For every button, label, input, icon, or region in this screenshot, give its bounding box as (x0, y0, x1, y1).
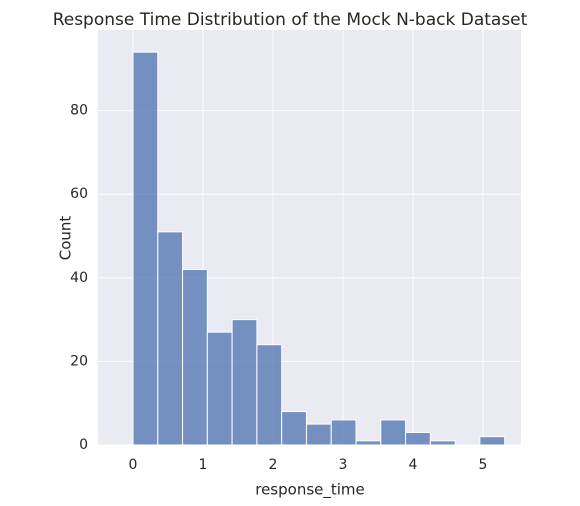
bar (380, 419, 407, 446)
chart-title: Response Time Distribution of the Mock N… (53, 10, 528, 30)
y-tick-label: 0 (79, 437, 88, 453)
bar (429, 440, 456, 446)
x-tick-label: 5 (479, 457, 488, 473)
bar (281, 411, 307, 446)
x-tick-label: 3 (339, 457, 348, 473)
x-tick-label: 2 (269, 457, 278, 473)
y-tick-label: 80 (70, 103, 88, 119)
bar (132, 51, 159, 446)
y-tick-label: 60 (70, 186, 88, 202)
x-axis-label: response_time (255, 481, 365, 500)
y-tick-label: 40 (70, 270, 88, 286)
bar (206, 331, 233, 446)
bar (157, 231, 184, 446)
y-tick-label: 20 (70, 353, 88, 369)
bar (405, 431, 431, 446)
x-tick-label: 1 (199, 457, 208, 473)
bar (182, 268, 208, 446)
x-tick-label: 4 (409, 457, 418, 473)
bar (479, 436, 506, 446)
bar (330, 419, 357, 446)
bar (231, 319, 258, 446)
x-tick-label: 0 (129, 457, 138, 473)
bar (355, 440, 382, 446)
y-axis-label: Count (57, 216, 75, 261)
bar (256, 344, 283, 446)
bar (305, 423, 332, 446)
